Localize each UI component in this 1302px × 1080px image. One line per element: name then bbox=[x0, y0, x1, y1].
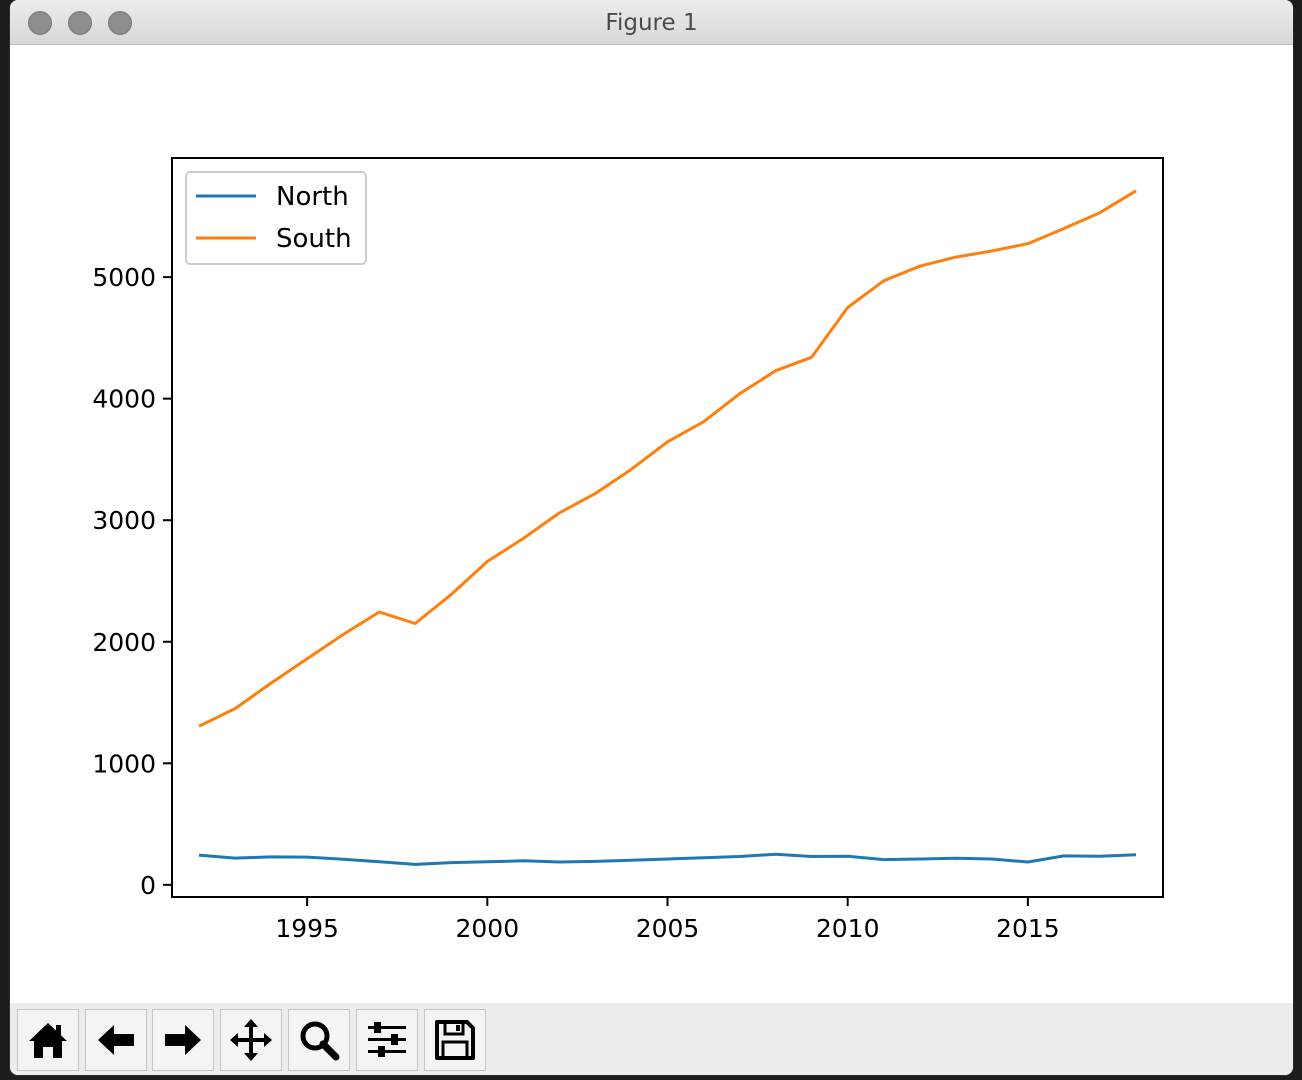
y-tick-label: 3000 bbox=[92, 506, 156, 535]
y-axis: 0 1000 2000 3000 4000 5000 bbox=[92, 263, 172, 900]
series-line-north bbox=[198, 852, 1137, 866]
x-tick-label: 2000 bbox=[456, 914, 520, 943]
figure-window: Figure 1 1995 2000 2005 2010 2015 0 1000 2000 3… bbox=[10, 0, 1293, 1075]
x-tick-label: 2015 bbox=[996, 914, 1060, 943]
y-tick-label: 0 bbox=[140, 871, 156, 900]
series-line-south bbox=[198, 189, 1137, 728]
zoom-button[interactable] bbox=[288, 1009, 350, 1071]
y-tick-label: 5000 bbox=[92, 263, 156, 292]
forward-button[interactable] bbox=[152, 1009, 214, 1071]
zoom-window-button[interactable] bbox=[108, 11, 132, 35]
y-tick-label: 2000 bbox=[92, 628, 156, 657]
plot-lines bbox=[198, 189, 1137, 866]
home-button[interactable] bbox=[17, 1009, 79, 1071]
legend: North South bbox=[185, 171, 367, 265]
y-tick-label: 4000 bbox=[92, 385, 156, 414]
pan-move-icon bbox=[230, 1019, 272, 1061]
back-button[interactable] bbox=[85, 1009, 147, 1071]
configure-subplots-icon bbox=[368, 1022, 406, 1057]
close-window-button[interactable] bbox=[28, 11, 52, 35]
home-icon bbox=[29, 1023, 67, 1058]
figure-canvas[interactable]: 1995 2000 2005 2010 2015 0 1000 2000 3000 4000 50… bbox=[10, 45, 1293, 1003]
legend-label-north: North bbox=[276, 182, 349, 212]
axes-frame bbox=[171, 157, 1164, 898]
x-tick-label: 2010 bbox=[816, 914, 880, 943]
x-axis: 1995 2000 2005 2010 2015 bbox=[275, 897, 1060, 943]
forward-arrow-icon bbox=[165, 1025, 201, 1055]
x-tick-label: 2005 bbox=[636, 914, 700, 943]
y-tick-label: 1000 bbox=[92, 749, 156, 778]
save-button[interactable] bbox=[424, 1009, 486, 1071]
x-tick-label: 1995 bbox=[275, 914, 339, 943]
configure-subplots-button[interactable] bbox=[356, 1009, 418, 1071]
back-arrow-icon bbox=[98, 1025, 134, 1055]
legend-label-south: South bbox=[276, 224, 352, 254]
navigation-toolbar bbox=[10, 1003, 1293, 1075]
minimize-window-button[interactable] bbox=[68, 11, 92, 35]
window-title: Figure 1 bbox=[605, 10, 698, 36]
zoom-magnifier-icon bbox=[300, 1021, 340, 1061]
title-bar[interactable]: Figure 1 bbox=[10, 0, 1293, 45]
pan-button[interactable] bbox=[220, 1009, 282, 1071]
line-chart: 1995 2000 2005 2010 2015 0 1000 2000 3000 4000 50… bbox=[92, 157, 1164, 943]
save-floppy-icon bbox=[435, 1020, 475, 1060]
